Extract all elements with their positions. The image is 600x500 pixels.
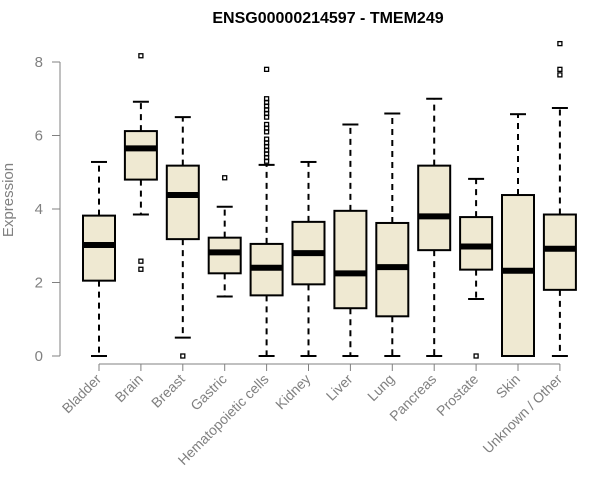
x-tick-label: Skin — [493, 371, 524, 402]
box-liver — [333, 123, 368, 357]
box-kidney — [291, 160, 326, 357]
box-iqr — [165, 164, 200, 241]
x-tick-label: Prostate — [433, 371, 481, 419]
outlier-point — [263, 129, 270, 135]
box-skin — [501, 113, 535, 357]
y-tick-label: 6 — [35, 128, 43, 145]
outlier-point — [263, 114, 270, 120]
x-tick-label: Bladder — [59, 371, 105, 417]
x-tick-label: Kidney — [272, 371, 314, 413]
y-tick-label: 0 — [35, 348, 43, 365]
outlier-point — [263, 66, 270, 72]
box-hematopoietic-cells — [249, 66, 284, 357]
box-lung — [375, 112, 410, 357]
outlier-point — [263, 158, 270, 164]
box-prostate — [459, 177, 494, 359]
box-iqr — [542, 213, 577, 291]
box-bladder — [82, 160, 116, 357]
x-tick-label: Brain — [112, 371, 146, 405]
x-tick-label: Pancreas — [386, 371, 439, 424]
box-iqr — [501, 194, 535, 357]
outlier-point — [138, 53, 144, 59]
box-gastric — [207, 175, 242, 298]
outlier-point — [473, 353, 479, 359]
box-iqr — [459, 216, 494, 271]
y-axis-label: Expression — [0, 163, 17, 237]
box-iqr — [82, 214, 116, 282]
box-iqr — [207, 236, 242, 275]
y-tick-label: 8 — [35, 54, 43, 71]
outlier-point — [138, 266, 144, 272]
y-tick-label: 2 — [35, 275, 43, 292]
box-brain — [123, 53, 158, 272]
box-unknown-other — [542, 40, 577, 357]
x-tick-label: Liver — [323, 371, 356, 404]
box-iqr — [333, 209, 368, 310]
box-series — [82, 40, 577, 359]
outlier-point — [557, 40, 563, 47]
outlier-point — [557, 72, 563, 78]
outlier-point — [138, 258, 144, 264]
box-breast — [165, 116, 200, 359]
box-iqr — [123, 130, 158, 181]
box-pancreas — [417, 97, 452, 357]
y-tick-label: 4 — [35, 201, 43, 218]
outlier-point — [557, 66, 563, 72]
outlier-point — [180, 353, 186, 359]
box-iqr — [417, 164, 452, 252]
x-tick-label: Lung — [364, 371, 397, 404]
x-tick-label: Breast — [148, 371, 188, 411]
outlier-point — [222, 175, 228, 181]
chart-title: ENSG00000214597 - TMEM249 — [212, 10, 443, 27]
x-tick-label: Unknown / Other — [479, 371, 565, 457]
